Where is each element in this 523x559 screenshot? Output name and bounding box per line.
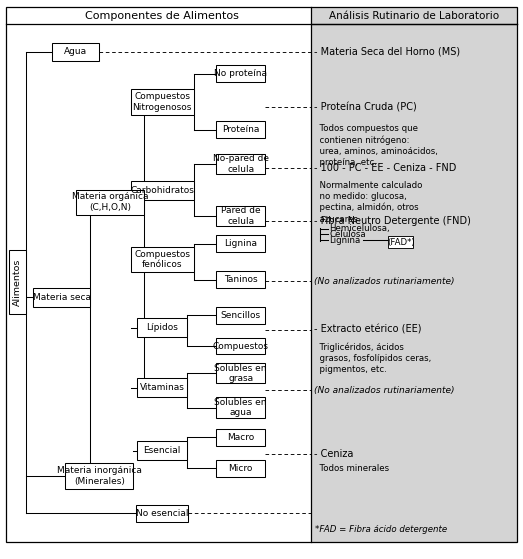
Text: Todos compuestos que
  contienen nitrógeno:
  urea, aminos, aminoácidos,
  prote: Todos compuestos que contienen nitrógeno…	[314, 124, 438, 167]
FancyBboxPatch shape	[131, 89, 194, 115]
Text: Compuestos
Nitrogenosos: Compuestos Nitrogenosos	[132, 92, 192, 112]
Text: Todos minerales: Todos minerales	[314, 464, 389, 473]
Text: Hemicelulosa,: Hemicelulosa,	[329, 224, 390, 233]
Text: (FAD*): (FAD*)	[387, 238, 414, 247]
Text: Lignina: Lignina	[329, 236, 361, 245]
FancyBboxPatch shape	[388, 236, 413, 248]
Text: Proteína: Proteína	[222, 125, 259, 134]
Text: Taninos: Taninos	[224, 275, 257, 284]
FancyBboxPatch shape	[137, 378, 187, 397]
Text: Agua: Agua	[64, 48, 87, 56]
FancyBboxPatch shape	[137, 318, 187, 337]
Bar	[311, 8, 518, 542]
FancyBboxPatch shape	[137, 441, 187, 460]
Text: Materia inorgánica
(Minerales): Materia inorgánica (Minerales)	[57, 466, 142, 486]
Text: Celulosa: Celulosa	[329, 230, 366, 239]
Text: Solubles en
agua: Solubles en agua	[214, 397, 267, 418]
Text: (No analizados rutinariamente): (No analizados rutinariamente)	[314, 386, 454, 395]
FancyBboxPatch shape	[216, 307, 266, 324]
Text: - Proteína Cruda (PC): - Proteína Cruda (PC)	[314, 102, 416, 112]
FancyBboxPatch shape	[216, 363, 266, 383]
Text: No esencial: No esencial	[136, 509, 188, 518]
FancyBboxPatch shape	[216, 235, 266, 252]
FancyBboxPatch shape	[65, 463, 133, 489]
FancyBboxPatch shape	[216, 271, 266, 288]
FancyBboxPatch shape	[216, 429, 266, 446]
Text: Materia orgánica
(C,H,O,N): Materia orgánica (C,H,O,N)	[72, 192, 148, 212]
Text: Vitaminas: Vitaminas	[140, 383, 185, 392]
FancyBboxPatch shape	[216, 338, 266, 354]
FancyBboxPatch shape	[33, 288, 90, 307]
Text: - Materia Seca del Horno (MS): - Materia Seca del Horno (MS)	[314, 47, 460, 57]
Text: No proteína: No proteína	[214, 69, 267, 78]
Text: - Fibra Neutro Detergente (FND): - Fibra Neutro Detergente (FND)	[314, 216, 471, 226]
Text: (No analizados rutinariamente): (No analizados rutinariamente)	[314, 277, 454, 286]
FancyBboxPatch shape	[216, 154, 266, 174]
FancyBboxPatch shape	[216, 65, 266, 82]
Text: *FAD = Fibra ácido detergente: *FAD = Fibra ácido detergente	[315, 525, 447, 534]
FancyBboxPatch shape	[9, 250, 26, 314]
Text: - 100 - PC - EE - Ceniza - FND: - 100 - PC - EE - Ceniza - FND	[314, 163, 456, 173]
FancyBboxPatch shape	[136, 505, 188, 522]
Text: - Ceniza: - Ceniza	[314, 449, 353, 459]
Text: Materia seca: Materia seca	[33, 293, 90, 302]
FancyBboxPatch shape	[216, 121, 266, 138]
FancyBboxPatch shape	[131, 247, 194, 272]
Text: Pared de
celula: Pared de celula	[221, 206, 260, 226]
FancyBboxPatch shape	[216, 460, 266, 477]
Text: Triglicéridos, ácidos
  grasos, fosfolípidos ceras,
  pigmentos, etc.: Triglicéridos, ácidos grasos, fosfolípid…	[314, 342, 431, 374]
FancyBboxPatch shape	[76, 190, 144, 215]
Text: Lípidos: Lípidos	[146, 323, 178, 332]
Text: Solubles en
grasa: Solubles en grasa	[214, 363, 267, 383]
Text: - Extracto etérico (EE): - Extracto etérico (EE)	[314, 325, 422, 335]
Text: No-pared de
celula: No-pared de celula	[212, 154, 269, 174]
FancyBboxPatch shape	[216, 397, 266, 418]
Text: Compuestos: Compuestos	[212, 342, 269, 350]
Text: Alimentos: Alimentos	[13, 259, 22, 306]
Text: Sencillos: Sencillos	[221, 311, 260, 320]
Text: Micro: Micro	[229, 464, 253, 473]
FancyBboxPatch shape	[216, 206, 266, 226]
Text: Compuestos
fenólicos: Compuestos fenólicos	[134, 249, 190, 269]
Text: Macro: Macro	[227, 433, 254, 442]
Text: Análisis Rutinario de Laboratorio: Análisis Rutinario de Laboratorio	[329, 11, 499, 21]
FancyBboxPatch shape	[131, 181, 194, 200]
FancyBboxPatch shape	[52, 43, 99, 61]
Text: Componentes de Alimentos: Componentes de Alimentos	[85, 11, 239, 21]
Text: Lignina: Lignina	[224, 239, 257, 248]
Text: Normalmente calculado
  no medido: glucosa,
  pectina, almidón, otros
  azucares: Normalmente calculado no medido: glucosa…	[314, 181, 422, 224]
Text: Carbohidratos: Carbohidratos	[130, 186, 194, 195]
Text: Esencial: Esencial	[143, 446, 181, 455]
